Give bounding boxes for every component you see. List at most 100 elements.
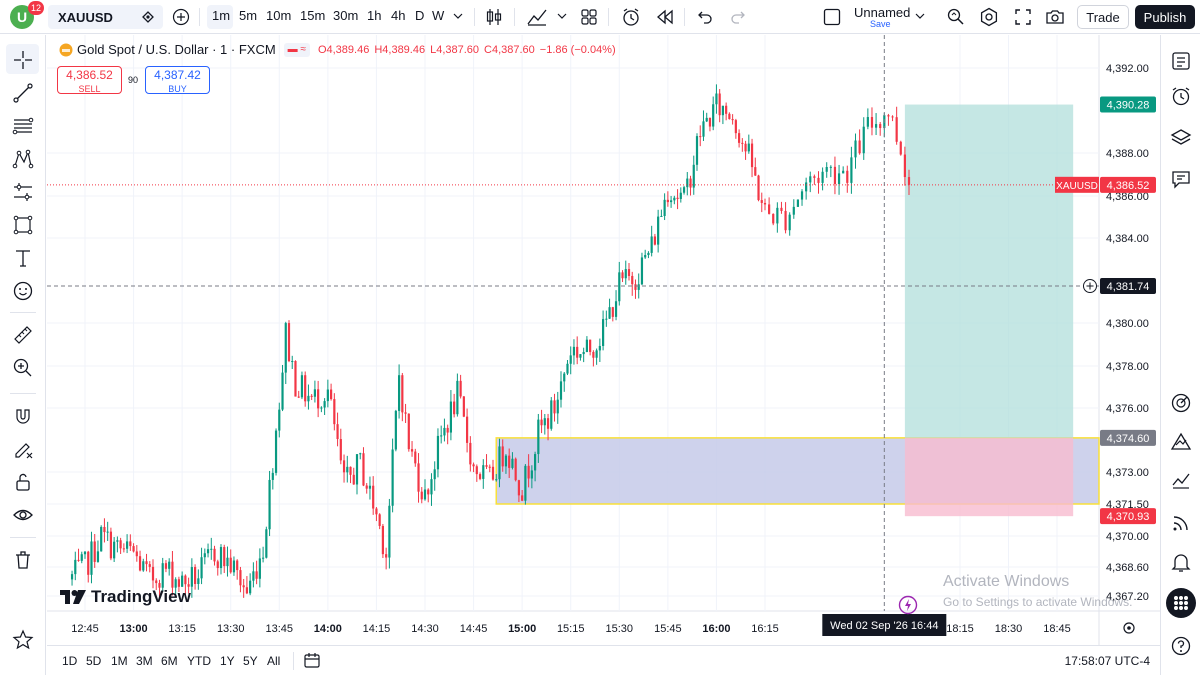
alerts-clock-icon[interactable]: [1170, 85, 1192, 107]
candle-body: [747, 143, 750, 152]
tv-logo-text: TradingView: [91, 587, 191, 606]
undo-icon[interactable]: [697, 9, 713, 25]
timeframe-5m[interactable]: 5m: [239, 8, 258, 23]
candle-body: [788, 214, 791, 231]
buy-button[interactable]: 4,387.42 BUY: [145, 66, 210, 94]
help-question-icon[interactable]: [1170, 635, 1192, 657]
candle-body: [184, 575, 187, 585]
trade-button[interactable]: Trade: [1077, 5, 1129, 29]
stay-drawing-icon[interactable]: [12, 438, 34, 460]
time-tick-label: 13:00: [120, 623, 148, 635]
alert-clock-icon[interactable]: [620, 6, 642, 28]
timeframe-w[interactable]: W: [432, 8, 445, 23]
range-ytd[interactable]: YTD: [187, 654, 211, 668]
indicators-icon[interactable]: [526, 7, 548, 27]
candle-body: [378, 514, 381, 526]
zoom-in-icon[interactable]: [12, 357, 34, 379]
timeframe-1h[interactable]: 1h: [367, 8, 382, 23]
geometric-shapes-icon[interactable]: [12, 214, 34, 236]
checkbox-icon[interactable]: [823, 8, 841, 26]
symbol-search-button[interactable]: XAUUSD: [48, 5, 163, 29]
range-6m[interactable]: 6M: [161, 654, 178, 668]
publish-button[interactable]: Publish: [1135, 5, 1195, 29]
candle-body: [333, 399, 336, 425]
candle-body: [155, 580, 158, 584]
timeframe-4h[interactable]: 4h: [391, 8, 406, 23]
candle-body: [653, 236, 657, 245]
quick-search-icon[interactable]: [946, 7, 966, 27]
legend-toggle-icon[interactable]: ▬ ≈: [283, 42, 310, 57]
lightning-alert-icon[interactable]: [898, 595, 918, 615]
layout-grid-icon[interactable]: [580, 8, 598, 26]
camera-snapshot-icon[interactable]: [1045, 8, 1065, 26]
chevron-down-icon[interactable]: [557, 12, 567, 20]
long-position-target-zone: [904, 104, 1074, 438]
candle-body: [537, 419, 540, 455]
target-price-label-bg: [1100, 96, 1156, 113]
divider: [199, 8, 200, 26]
candle-body: [307, 395, 310, 402]
settings-gear-icon[interactable]: [979, 7, 999, 27]
compare-add-icon[interactable]: [172, 8, 190, 26]
layout-name[interactable]: Unnamed: [854, 5, 911, 20]
candle-body: [125, 541, 129, 549]
axis-settings-gear-icon[interactable]: [1123, 622, 1135, 634]
trash-icon[interactable]: [12, 549, 34, 571]
chart-pane[interactable]: 4,392.00 4,388.00 4,386.00 4,384.00 4,380.00…: [47, 35, 1160, 645]
range-5d[interactable]: 5D: [86, 654, 102, 668]
fib-retracement-icon[interactable]: [12, 115, 34, 137]
range-all[interactable]: All: [267, 654, 281, 668]
range-3m[interactable]: 3M: [136, 654, 153, 668]
replay-icon[interactable]: [655, 8, 675, 26]
candle-body: [695, 136, 699, 165]
save-label[interactable]: Save: [870, 19, 891, 29]
notifications-bell-icon[interactable]: [1170, 551, 1192, 573]
drawing-zones[interactable]: [495, 104, 1100, 517]
apps-grid-button[interactable]: [1166, 588, 1196, 618]
candle-body: [846, 170, 849, 183]
star-favorite-icon[interactable]: [12, 629, 34, 651]
timeframe-30m[interactable]: 30m: [333, 8, 359, 23]
magnet-icon[interactable]: [12, 405, 34, 427]
eye-visibility-icon[interactable]: [12, 504, 34, 526]
candles-chart-type-icon[interactable]: [484, 7, 504, 27]
timeframe-15m[interactable]: 15m: [300, 8, 326, 23]
timeframe-d[interactable]: D: [415, 8, 425, 23]
active-timeframe-highlight: [207, 5, 233, 29]
redo-icon[interactable]: [730, 9, 746, 25]
pattern-alert-icon[interactable]: [1170, 431, 1192, 453]
candle-body: [116, 540, 119, 542]
candle-body: [109, 531, 113, 559]
chevron-down-icon[interactable]: [915, 12, 925, 20]
range-1y[interactable]: 1Y: [220, 654, 235, 668]
price-chart[interactable]: 4,392.00 4,388.00 4,386.00 4,384.00 4,380.00…: [47, 35, 1160, 645]
pattern-tool-icon[interactable]: [12, 148, 34, 170]
timeframe-1m[interactable]: 1m: [212, 8, 231, 23]
ruler-measure-icon[interactable]: [12, 324, 34, 346]
candle-body: [874, 124, 878, 128]
range-5y[interactable]: 5Y: [243, 654, 258, 668]
lock-open-icon[interactable]: [12, 471, 34, 493]
trend-line-icon[interactable]: [12, 82, 34, 104]
text-tool-icon[interactable]: [12, 247, 34, 269]
emoji-smile-icon[interactable]: [12, 280, 34, 302]
candle-body: [708, 117, 712, 127]
sell-button[interactable]: 4,386.52 SELL: [57, 66, 122, 94]
news-feed-icon[interactable]: [1170, 512, 1192, 534]
candle-body: [763, 202, 767, 205]
date-range-calendar-icon[interactable]: [303, 651, 321, 669]
fullscreen-icon[interactable]: [1014, 8, 1032, 26]
crosshair-icon[interactable]: [12, 49, 34, 71]
watchlist-icon[interactable]: [1170, 50, 1192, 72]
timeframe-10m[interactable]: 10m: [266, 8, 292, 23]
layers-object-tree-icon[interactable]: [1170, 127, 1192, 149]
forecast-tool-icon[interactable]: [12, 181, 34, 203]
target-hotlist-icon[interactable]: [1170, 392, 1192, 414]
legend-title[interactable]: Gold Spot / U.S. Dollar · 1 · FXCM: [77, 42, 276, 57]
clock-timezone[interactable]: 17:58:07 UTC-4: [1064, 654, 1150, 668]
economic-calendar-icon[interactable]: [1170, 469, 1192, 491]
range-1m[interactable]: 1M: [111, 654, 128, 668]
range-1d[interactable]: 1D: [62, 654, 78, 668]
chat-ideas-icon[interactable]: [1170, 168, 1192, 190]
chevron-down-icon[interactable]: [453, 12, 463, 20]
